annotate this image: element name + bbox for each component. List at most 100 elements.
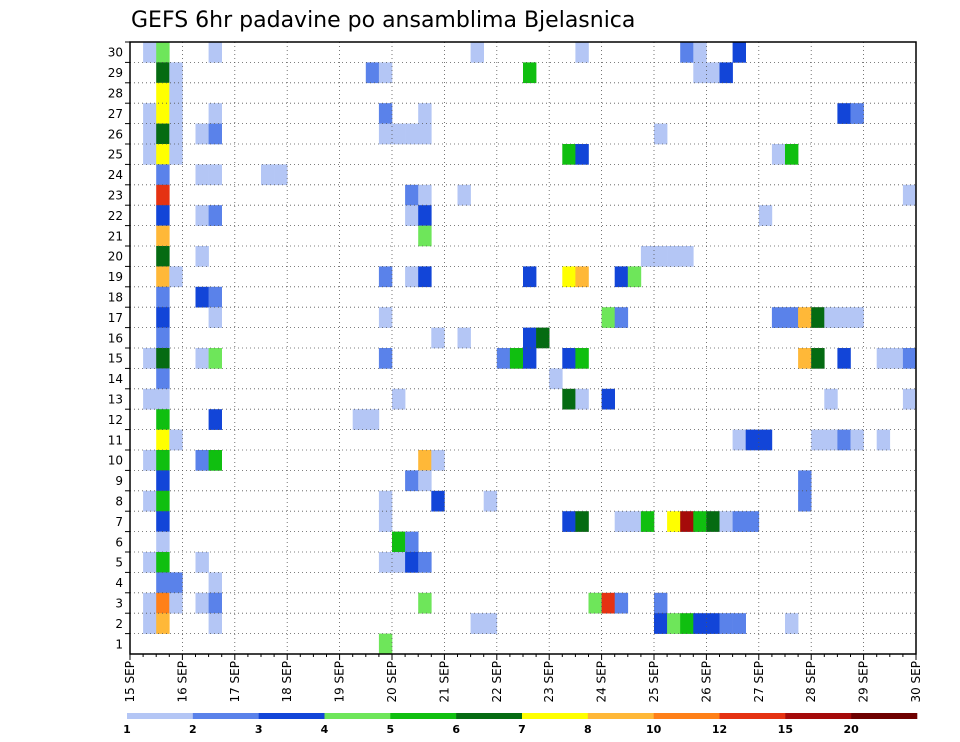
- heatmap-cell: [156, 42, 170, 63]
- x-axis: 15 SEP 16 SEP 17 SEP 18 SEP 19 SEP 20 SEP 21 S…: [123, 654, 923, 703]
- heatmap-cell: [143, 103, 157, 124]
- heatmap-cell: [156, 266, 170, 288]
- x-tick-label: 19 SEP: [333, 661, 347, 703]
- x-tick-label: 26 SEP: [699, 661, 713, 703]
- heatmap-cell: [418, 450, 432, 471]
- heatmap-cell: [195, 450, 209, 471]
- heatmap-cell: [902, 348, 917, 369]
- heatmap-cell: [195, 592, 209, 614]
- legend-label: 10: [646, 723, 662, 736]
- heatmap-cell: [431, 450, 445, 471]
- heatmap-cell: [418, 184, 432, 206]
- heatmap-cell: [771, 144, 786, 165]
- legend-label: 1: [123, 723, 131, 736]
- heatmap-cell: [418, 123, 432, 145]
- y-tick-label: 6: [115, 535, 123, 549]
- y-tick-label: 2: [115, 617, 123, 631]
- heatmap-cell: [156, 82, 170, 104]
- heatmap-cell: [575, 144, 589, 165]
- heatmap-cell: [405, 552, 419, 573]
- legend-label: 20: [844, 723, 860, 736]
- heatmap-cell: [195, 286, 209, 308]
- heatmap-cell: [654, 246, 668, 267]
- heatmap-cell: [732, 429, 746, 451]
- heatmap-cell: [654, 592, 668, 614]
- heatmap-cell: [143, 592, 157, 614]
- legend-swatch: [456, 713, 523, 719]
- heatmap-cell: [156, 327, 170, 349]
- y-tick-label: 16: [108, 331, 123, 345]
- heatmap-cell: [365, 409, 380, 430]
- heatmap-cell: [169, 144, 183, 165]
- heatmap-cell: [156, 613, 170, 634]
- heatmap-cell: [156, 592, 170, 614]
- heatmap-cell: [640, 511, 655, 532]
- heatmap-cell: [169, 123, 183, 145]
- y-tick-label: 19: [108, 270, 123, 284]
- heatmap-cell: [418, 470, 432, 492]
- heatmap-cell: [156, 144, 170, 165]
- y-tick-label: 5: [115, 556, 123, 570]
- x-tick-label: 20 SEP: [385, 661, 399, 703]
- heatmap-cell: [156, 246, 170, 267]
- heatmap-cell: [405, 470, 419, 492]
- heatmap-cell: [719, 613, 733, 634]
- heatmap-cell: [143, 490, 157, 512]
- heatmap-cell: [208, 592, 222, 614]
- legend-label: 12: [712, 723, 727, 736]
- heatmap-cell: [693, 62, 707, 84]
- x-tick-label: 23 SEP: [542, 661, 556, 703]
- x-tick-label: 30 SEP: [909, 661, 923, 703]
- heatmap-cell: [208, 572, 222, 594]
- heatmap-cell: [850, 429, 864, 451]
- heatmap-cell: [837, 348, 851, 369]
- y-tick-label: 18: [108, 291, 123, 305]
- heatmap-cell: [418, 552, 432, 573]
- heatmap-cell: [378, 511, 393, 532]
- legend-swatch: [258, 713, 325, 719]
- heatmap-cell: [509, 348, 524, 369]
- heatmap-cell: [706, 62, 720, 84]
- heatmap-cell: [798, 490, 812, 512]
- heatmap-cell: [156, 368, 170, 390]
- heatmap-cell: [156, 388, 170, 410]
- heatmap-cell: [378, 62, 393, 84]
- heatmap-cell: [523, 266, 537, 288]
- heatmap-cell: [378, 103, 393, 124]
- x-tick-label: 16 SEP: [175, 661, 189, 703]
- legend-swatch: [587, 713, 654, 719]
- legend-swatch: [127, 713, 194, 719]
- x-tick-label: 22 SEP: [490, 661, 504, 703]
- heatmap-cell: [798, 307, 812, 328]
- heatmap-cell: [208, 613, 222, 634]
- heatmap-cell: [785, 613, 799, 634]
- legend-label: 2: [189, 723, 197, 736]
- heatmap-cell: [156, 470, 170, 492]
- heatmap-cell: [627, 266, 642, 288]
- legend-label: 15: [778, 723, 793, 736]
- chart-title: GEFS 6hr padavine po ansamblima Bjelasni…: [131, 8, 635, 33]
- y-tick-label: 4: [115, 576, 123, 590]
- heatmap-cell: [693, 42, 707, 63]
- heatmap-cell: [378, 348, 393, 369]
- y-tick-label: 13: [108, 393, 123, 407]
- heatmap-cell: [208, 205, 222, 226]
- heatmap-cell: [156, 62, 170, 84]
- heatmap-cell: [470, 42, 484, 63]
- heatmap-cell: [378, 123, 393, 145]
- heatmap-cell: [208, 164, 222, 186]
- heatmap-cell: [208, 123, 222, 145]
- x-tick-label: 21 SEP: [437, 661, 451, 703]
- heatmap-cell: [536, 327, 550, 349]
- heatmap-cell: [418, 205, 432, 226]
- legend-swatch: [785, 713, 852, 719]
- y-tick-label: 14: [108, 372, 123, 386]
- heatmap-cell: [601, 307, 615, 328]
- heatmap-cell: [143, 613, 157, 634]
- heatmap-cell: [274, 164, 288, 186]
- heatmap-cell: [785, 144, 799, 165]
- heatmap-cell: [365, 62, 380, 84]
- heatmap-cell: [169, 266, 183, 288]
- y-tick-label: 17: [108, 311, 123, 325]
- heatmap-cell: [667, 511, 681, 532]
